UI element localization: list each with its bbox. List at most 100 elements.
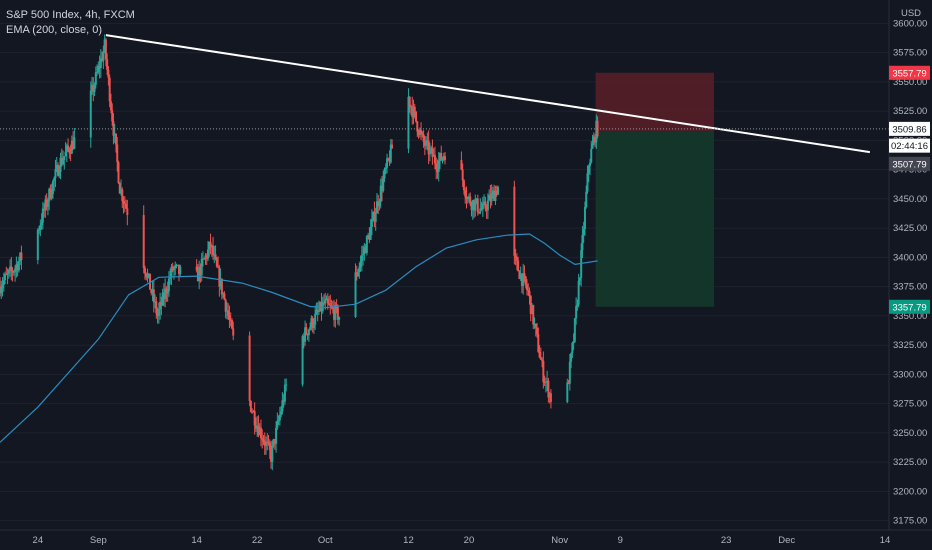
candle-body [578,277,581,281]
candle-body [473,200,476,211]
time-axis[interactable]: 24 Sep 14 22 Oct 12 20 Nov 9 23 Dec 14 [33,535,891,546]
candle-body [426,140,429,142]
candle-body [220,278,223,295]
candle-body [201,258,204,260]
candle-body [170,266,173,278]
candle-body [469,196,472,204]
candle-body [14,268,17,272]
candle-body [229,319,232,321]
candle-body [304,327,307,342]
price-tag-entry-label: 3507.79 [892,159,926,170]
candle-body [207,249,210,259]
candle-body [41,208,44,223]
candle-body [227,310,230,316]
price-tick-label: 3300.00 [893,369,927,380]
position-zones[interactable] [595,72,715,307]
candle-body [0,288,3,294]
candle-body [248,335,251,401]
price-tick-label: 3425.00 [893,223,927,234]
candle-body [494,190,497,201]
candle-body [92,84,95,92]
candle-body [251,411,254,413]
candle-body [44,199,47,211]
price-tag-stop [889,65,930,80]
candle-body [261,438,264,440]
candle-body [590,148,593,163]
currency-label[interactable]: USD [901,8,921,19]
candle-body [200,258,203,276]
candle-body [285,384,288,386]
candle-body [364,247,367,254]
candle-body [94,72,97,85]
candle-body [570,353,573,362]
symbol-title[interactable]: S&P 500 Index, 4h, FXCM [6,9,135,21]
candle-body [363,247,366,255]
candle-body [213,254,216,256]
candle-body [319,301,322,311]
candle-body [362,254,365,256]
trendline[interactable] [105,34,871,154]
candle-body [384,167,387,170]
candle-body [62,160,65,165]
candle-body [165,288,168,294]
candle-body [359,261,362,268]
candle-body [589,162,591,166]
candle-body [306,333,309,336]
candle-body [378,201,381,207]
price-tick-label: 3275.00 [893,399,927,410]
candle-body [548,393,551,398]
resistance-trendline[interactable] [105,34,871,154]
candle-body [103,39,106,52]
candle-body [218,267,221,287]
price-tag-target [889,299,930,314]
candle-body [169,277,172,279]
candle-body [179,266,182,275]
candle-body [166,291,169,294]
candle-body [407,96,410,149]
candle-body [317,310,320,312]
candle-body [518,271,521,279]
take-profit-zone[interactable] [595,131,715,307]
candle-body [278,414,281,421]
candle-body [480,208,483,210]
candle-body [420,130,423,133]
stop-loss-zone[interactable] [595,72,715,132]
indicator-title[interactable]: EMA (200, close, 0) [6,24,102,36]
candle-body [522,273,525,286]
candle-body [39,225,42,230]
candle-body [232,328,235,336]
candle-body [425,140,428,146]
candle-body [328,303,331,305]
candle-body [178,264,181,275]
candle-body [315,309,318,314]
candle-body [486,200,489,211]
candle-body [159,301,162,310]
candle-body [98,65,101,69]
candle-body [383,169,386,179]
candle-body [476,198,479,213]
candle-body [149,273,152,290]
price-tick-label: 3550.00 [893,77,927,88]
candle-body [50,194,53,199]
candle-body [488,195,491,201]
candle-body [591,143,594,149]
candle-series [0,34,599,471]
candle-body [582,228,585,236]
candle-body [428,148,431,155]
candle-body [271,445,274,462]
candle-body [282,400,285,402]
candle-body [325,298,328,301]
time-tick-label: Dec [778,535,795,546]
candle-body [529,295,532,315]
candle-body [142,215,145,268]
candle-body [256,425,259,429]
candle-body [6,273,9,275]
price-tick-label: 3325.00 [893,340,927,351]
candle-body [198,266,201,282]
candle-body [312,324,315,328]
candle-body [423,141,426,146]
candle-body [367,235,370,237]
candle-body [102,51,105,61]
candle-body [495,190,498,195]
